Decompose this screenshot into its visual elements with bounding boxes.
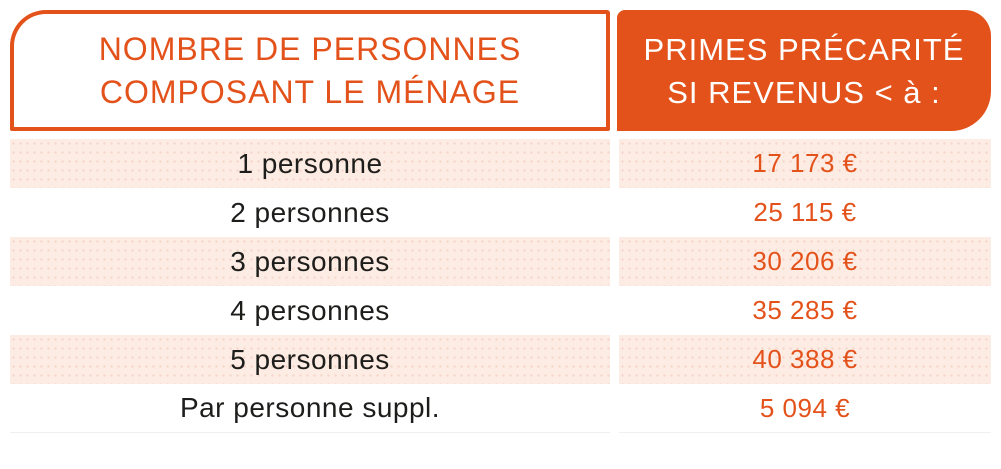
column-gutter xyxy=(610,139,619,188)
household-size-cell: 4 personnes xyxy=(10,286,610,335)
table-row: 2 personnes 25 115 € xyxy=(10,188,991,237)
household-size-label: 3 personnes xyxy=(230,245,390,277)
income-threshold-cell: 5 094 € xyxy=(619,384,991,433)
income-threshold-value: 5 094 € xyxy=(759,392,851,423)
column-gutter xyxy=(610,384,619,433)
primes-column-header: PRIMES PRÉCARITÉ SI REVENUS < à : xyxy=(617,10,991,131)
header-line: NOMBRE DE PERSONNES xyxy=(98,30,522,67)
household-size-cell: 1 personne xyxy=(10,139,610,188)
income-threshold-cell: 17 173 € xyxy=(619,139,991,188)
household-size-cell: Par personne suppl. xyxy=(10,384,610,433)
table-row: 4 personnes 35 285 € xyxy=(10,286,991,335)
income-threshold-cell: 25 115 € xyxy=(619,188,991,237)
table-row: 1 personne 17 173 € xyxy=(10,139,991,188)
household-column-header-text: NOMBRE DE PERSONNES COMPOSANT LE MÉNAGE xyxy=(99,28,522,114)
table-body: 1 personne 17 173 € 2 personnes 25 115 €… xyxy=(10,139,991,433)
income-threshold-value: 40 388 € xyxy=(752,344,858,374)
table-row: 3 personnes 30 206 € xyxy=(10,237,991,286)
header-line: COMPOSANT LE MÉNAGE xyxy=(99,73,521,110)
table-row: 5 personnes 40 388 € xyxy=(10,335,991,384)
primes-precarite-table: NOMBRE DE PERSONNES COMPOSANT LE MÉNAGE … xyxy=(10,10,991,433)
income-threshold-cell: 30 206 € xyxy=(619,237,991,286)
header-line: SI REVENUS < à : xyxy=(667,74,941,110)
income-threshold-value: 30 206 € xyxy=(752,246,858,276)
household-column-header: NOMBRE DE PERSONNES COMPOSANT LE MÉNAGE xyxy=(10,10,610,131)
table-row: Par personne suppl. 5 094 € xyxy=(10,384,991,433)
household-size-cell: 3 personnes xyxy=(10,237,610,286)
income-threshold-value: 25 115 € xyxy=(753,197,857,227)
column-gutter xyxy=(610,286,619,335)
column-gutter xyxy=(610,237,619,286)
income-threshold-cell: 40 388 € xyxy=(619,335,991,384)
column-gutter xyxy=(610,10,617,131)
column-gutter xyxy=(610,188,619,237)
income-threshold-value: 17 173 € xyxy=(752,148,858,178)
table-header: NOMBRE DE PERSONNES COMPOSANT LE MÉNAGE … xyxy=(10,10,991,131)
household-size-label: 5 personnes xyxy=(230,343,390,375)
column-gutter xyxy=(610,335,619,384)
household-size-label: 1 personne xyxy=(237,147,383,179)
household-size-cell: 5 personnes xyxy=(10,335,610,384)
household-size-cell: 2 personnes xyxy=(10,188,610,237)
income-threshold-value: 35 285 € xyxy=(752,295,858,325)
household-size-label: 2 personnes xyxy=(230,196,390,228)
household-size-label: Par personne suppl. xyxy=(179,392,441,423)
primes-column-header-text: PRIMES PRÉCARITÉ SI REVENUS < à : xyxy=(644,28,965,114)
header-line: PRIMES PRÉCARITÉ xyxy=(643,31,965,67)
income-threshold-cell: 35 285 € xyxy=(619,286,991,335)
household-size-label: 4 personnes xyxy=(230,294,390,326)
